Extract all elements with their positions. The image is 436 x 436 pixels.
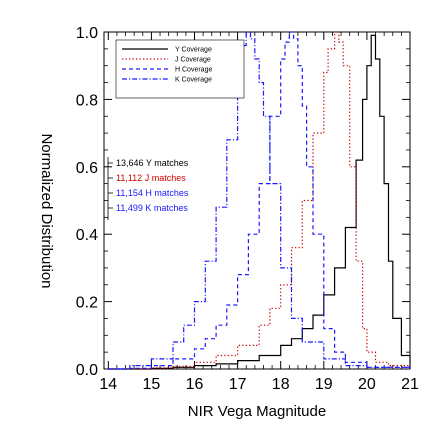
legend: Y Coverage J Coverage H Coverage K Coverage — [115, 39, 245, 99]
match-count-label: 13,646 Y matches — [116, 158, 189, 168]
match-count-label: 11,112 J matches — [116, 173, 186, 183]
series-j-coverage-line — [108, 31, 411, 370]
series-h-coverage-line — [108, 31, 411, 370]
y-ticks: 0.0 0.2 0.4 0.6 0.8 1.0 — [76, 25, 410, 379]
x-tick-label: 18 — [272, 376, 290, 393]
x-tick-label: 14 — [99, 376, 117, 393]
y-tick-label: 0.4 — [76, 227, 98, 244]
series-k-coverage-line — [108, 31, 411, 370]
x-tick-label: 16 — [186, 376, 204, 393]
y-tick-label: 0.0 — [76, 362, 98, 379]
x-axis-label: NIR Vega Magnitude — [188, 403, 326, 420]
legend-label: K Coverage — [175, 77, 212, 84]
y-axis-label: Normalized Distribution — [38, 133, 55, 288]
series-group — [108, 31, 411, 370]
y-tick-label: 1.0 — [76, 25, 98, 42]
x-tick-label: 19 — [315, 376, 333, 393]
y-tick-label: 0.2 — [76, 295, 98, 312]
x-tick-label: 17 — [229, 376, 247, 393]
match-count-label: 11,154 H matches — [116, 188, 189, 198]
x-tick-label: 15 — [143, 376, 161, 393]
match-count-label: 11,499 K matches — [116, 203, 188, 213]
y-tick-label: 0.8 — [76, 92, 98, 109]
x-tick-label: 21 — [401, 376, 419, 393]
legend-label: J Coverage — [175, 57, 211, 64]
legend-label: Y Coverage — [175, 47, 212, 54]
x-ticks: 14 15 16 17 18 19 20 21 — [99, 32, 419, 393]
legend-label: H Coverage — [175, 67, 212, 74]
x-tick-label: 20 — [358, 376, 376, 393]
series-y-coverage-line — [108, 34, 411, 370]
y-tick-label: 0.6 — [76, 160, 98, 177]
match-annotations: 13,646 Y matches 11,112 J matches 11,154 H… — [107, 157, 189, 220]
